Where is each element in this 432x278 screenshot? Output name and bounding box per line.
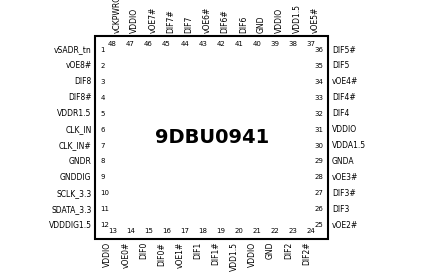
Text: DIF2#: DIF2#: [302, 242, 311, 265]
Text: 5: 5: [100, 111, 105, 117]
Text: 1: 1: [100, 47, 105, 53]
Text: 7: 7: [100, 143, 105, 148]
Text: 2: 2: [100, 63, 105, 69]
Text: vOE5#: vOE5#: [311, 7, 320, 33]
Text: 9DBU0941: 9DBU0941: [155, 128, 269, 147]
Text: VDDIO: VDDIO: [103, 242, 112, 267]
Text: 41: 41: [234, 41, 243, 47]
Text: CLK_IN: CLK_IN: [65, 125, 92, 134]
Text: 17: 17: [180, 228, 189, 234]
Text: DIF3#: DIF3#: [332, 189, 356, 198]
Text: 18: 18: [198, 228, 207, 234]
Text: 9: 9: [100, 174, 105, 180]
Text: 23: 23: [289, 228, 297, 234]
Text: 16: 16: [162, 228, 171, 234]
Text: 31: 31: [314, 127, 323, 133]
Text: 13: 13: [108, 228, 117, 234]
Text: DIF8#: DIF8#: [68, 93, 92, 102]
Text: 8: 8: [100, 158, 105, 165]
Text: 42: 42: [216, 41, 225, 47]
Text: vOE8#: vOE8#: [65, 61, 92, 70]
Text: VDDA1.5: VDDA1.5: [332, 141, 366, 150]
Text: 24: 24: [307, 228, 315, 234]
Text: 44: 44: [180, 41, 189, 47]
Text: DIF7: DIF7: [184, 16, 194, 33]
Text: 21: 21: [252, 228, 261, 234]
Text: 12: 12: [100, 222, 109, 228]
Text: DIF2: DIF2: [284, 242, 293, 259]
Text: GND: GND: [266, 242, 275, 259]
Text: 28: 28: [314, 174, 323, 180]
Text: 45: 45: [162, 41, 171, 47]
Text: vOE0#: vOE0#: [121, 242, 130, 268]
Text: 32: 32: [314, 111, 323, 117]
Text: vOE3#: vOE3#: [332, 173, 358, 182]
Text: vOE4#: vOE4#: [332, 77, 358, 86]
Text: 15: 15: [144, 228, 153, 234]
Text: 43: 43: [198, 41, 207, 47]
Text: DIF8: DIF8: [74, 77, 92, 86]
Text: 20: 20: [234, 228, 243, 234]
Text: vOE2#: vOE2#: [332, 221, 358, 230]
Text: CLK_IN#: CLK_IN#: [59, 141, 92, 150]
Text: 10: 10: [100, 190, 109, 196]
Text: vOE7#: vOE7#: [149, 7, 157, 33]
Text: DIF0#: DIF0#: [158, 242, 166, 265]
Text: 40: 40: [252, 41, 261, 47]
Text: VDDR1.5: VDDR1.5: [57, 109, 92, 118]
Text: 22: 22: [270, 228, 279, 234]
Text: 19: 19: [216, 228, 225, 234]
Text: SCLK_3.3: SCLK_3.3: [56, 189, 92, 198]
Text: 14: 14: [126, 228, 135, 234]
Text: GNDR: GNDR: [69, 157, 92, 166]
Text: VDDIO: VDDIO: [332, 125, 357, 134]
Text: GNDA: GNDA: [332, 157, 354, 166]
Text: vSADR_tn: vSADR_tn: [54, 46, 92, 54]
Text: DIF0: DIF0: [140, 242, 149, 259]
Text: VDDIO: VDDIO: [275, 8, 284, 33]
Bar: [95, 36, 328, 239]
Text: 34: 34: [314, 79, 323, 85]
Text: DIF1#: DIF1#: [212, 242, 221, 265]
Text: 47: 47: [126, 41, 135, 47]
Text: 33: 33: [314, 95, 323, 101]
Text: 3: 3: [100, 79, 105, 85]
Text: DIF1: DIF1: [194, 242, 203, 259]
Text: VDD1.5: VDD1.5: [230, 242, 239, 271]
Text: 29: 29: [314, 158, 323, 165]
Text: vCKPWRGD_PD#: vCKPWRGD_PD#: [112, 0, 121, 33]
Text: VDDIO: VDDIO: [130, 8, 140, 33]
Text: 48: 48: [108, 41, 117, 47]
Text: vOE1#: vOE1#: [175, 242, 184, 268]
Text: VDDDIG1.5: VDDDIG1.5: [48, 221, 92, 230]
Text: DIF6#: DIF6#: [221, 10, 230, 33]
Text: DIF5: DIF5: [332, 61, 349, 70]
Text: DIF7#: DIF7#: [166, 10, 175, 33]
Text: 38: 38: [289, 41, 298, 47]
Text: GND: GND: [257, 16, 266, 33]
Text: 35: 35: [314, 63, 323, 69]
Text: SDATA_3.3: SDATA_3.3: [51, 205, 92, 214]
Text: GNDDIG: GNDDIG: [60, 173, 92, 182]
Text: 30: 30: [314, 143, 323, 148]
Text: 11: 11: [100, 206, 109, 212]
Text: 36: 36: [314, 47, 323, 53]
Text: 27: 27: [314, 190, 323, 196]
Text: vOE6#: vOE6#: [203, 7, 212, 33]
Text: 25: 25: [314, 222, 323, 228]
Text: 4: 4: [100, 95, 105, 101]
Text: DIF4: DIF4: [332, 109, 349, 118]
Text: DIF5#: DIF5#: [332, 46, 356, 54]
Text: DIF3: DIF3: [332, 205, 349, 214]
Text: 46: 46: [144, 41, 153, 47]
Text: 6: 6: [100, 127, 105, 133]
Text: VDDIO: VDDIO: [248, 242, 257, 267]
Text: DIF6: DIF6: [239, 16, 248, 33]
Text: 37: 37: [307, 41, 315, 47]
Text: VDD1.5: VDD1.5: [293, 4, 302, 33]
Text: 26: 26: [314, 206, 323, 212]
Text: DIF4#: DIF4#: [332, 93, 356, 102]
Text: 39: 39: [270, 41, 280, 47]
